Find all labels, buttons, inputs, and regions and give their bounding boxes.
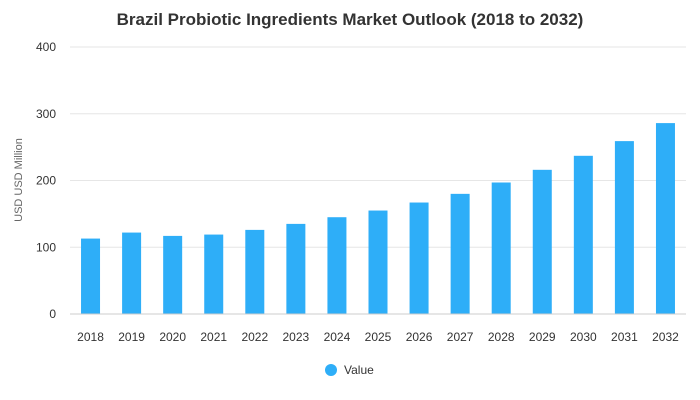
bar-2023[interactable] bbox=[286, 223, 306, 314]
x-tick-label: 2024 bbox=[324, 330, 351, 344]
x-tick-label: 2020 bbox=[159, 330, 186, 344]
bars bbox=[81, 123, 675, 314]
legend-swatch bbox=[325, 364, 337, 376]
x-tick-label: 2025 bbox=[365, 330, 392, 344]
legend[interactable]: Value bbox=[325, 363, 374, 377]
bar-2030[interactable] bbox=[573, 155, 593, 314]
x-tick-label: 2022 bbox=[241, 330, 268, 344]
y-tick-label: 300 bbox=[36, 107, 56, 121]
x-tick-label: 2032 bbox=[652, 330, 679, 344]
bar-2019[interactable] bbox=[122, 232, 142, 314]
x-tick-label: 2021 bbox=[200, 330, 227, 344]
bar-2026[interactable] bbox=[409, 202, 429, 314]
y-tick-label: 400 bbox=[36, 40, 56, 54]
bar-2018[interactable] bbox=[81, 238, 101, 314]
bar-2027[interactable] bbox=[450, 193, 470, 314]
bar-2029[interactable] bbox=[532, 169, 552, 314]
x-tick-label: 2029 bbox=[529, 330, 556, 344]
x-tick-label: 2027 bbox=[447, 330, 474, 344]
bar-2031[interactable] bbox=[614, 141, 634, 314]
x-axis-ticks: 2018 2019 2020 2021 2022 2023 2024 2025 2026 2027… bbox=[77, 330, 679, 344]
x-tick-label: 2030 bbox=[570, 330, 597, 344]
bar-2021[interactable] bbox=[204, 234, 224, 314]
x-tick-label: 2019 bbox=[118, 330, 145, 344]
chart-title: Brazil Probiotic Ingredients Market Outl… bbox=[117, 10, 584, 29]
bar-2020[interactable] bbox=[163, 235, 183, 314]
x-tick-label: 2018 bbox=[77, 330, 104, 344]
y-tick-label: 0 bbox=[49, 307, 56, 321]
x-tick-label: 2031 bbox=[611, 330, 638, 344]
bar-2032[interactable] bbox=[655, 123, 675, 314]
y-axis-label: USD USD Million bbox=[13, 138, 25, 222]
bar-2022[interactable] bbox=[245, 229, 265, 314]
bar-2024[interactable] bbox=[327, 217, 347, 314]
x-tick-label: 2026 bbox=[406, 330, 433, 344]
legend-label: Value bbox=[344, 363, 374, 377]
y-tick-label: 200 bbox=[36, 174, 56, 188]
y-axis-ticks: 0 100 200 300 400 bbox=[36, 40, 56, 321]
x-tick-label: 2028 bbox=[488, 330, 515, 344]
bar-2025[interactable] bbox=[368, 210, 388, 314]
bar-2028[interactable] bbox=[491, 182, 511, 314]
x-tick-label: 2023 bbox=[283, 330, 310, 344]
y-tick-label: 100 bbox=[36, 240, 56, 254]
